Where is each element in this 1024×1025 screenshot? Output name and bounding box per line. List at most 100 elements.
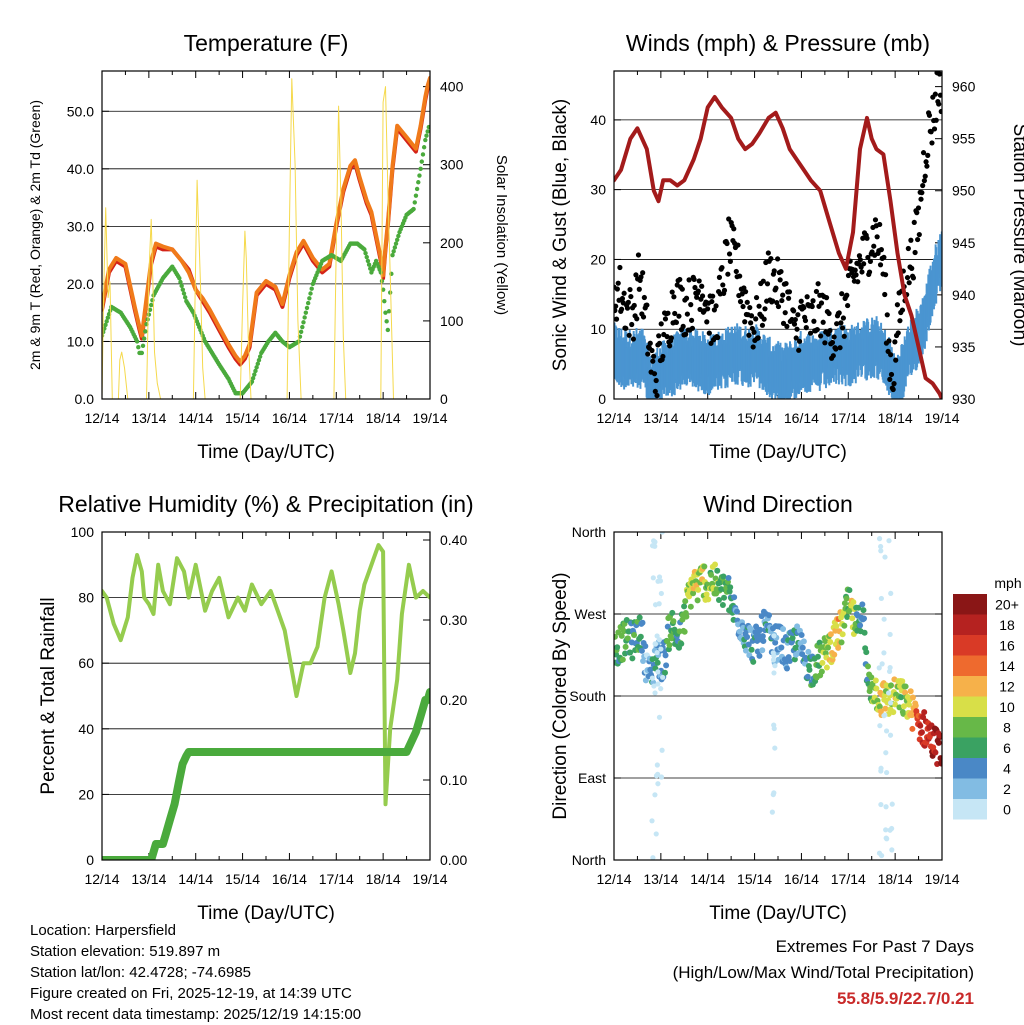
direction-point — [708, 571, 715, 578]
direction-point — [725, 574, 732, 581]
direction-point — [624, 635, 631, 642]
direction-point — [902, 689, 909, 696]
direction-point — [888, 682, 895, 689]
gust-point — [890, 386, 896, 393]
direction-point — [886, 668, 893, 675]
dewpoint-point — [250, 375, 256, 381]
direction-point — [861, 629, 868, 636]
gust-point — [630, 336, 636, 342]
gust-point — [904, 274, 911, 281]
gust-point — [660, 353, 666, 360]
gust-point — [746, 332, 752, 338]
y2-tick-label: 930 — [952, 391, 976, 407]
gust-point — [617, 264, 623, 271]
x-tick-label: 12/14 — [596, 410, 631, 426]
direction-point — [814, 653, 821, 660]
gust-point — [895, 330, 901, 336]
direction-point — [647, 666, 654, 673]
gust-point — [822, 340, 828, 346]
figure-created: Figure created on Fri, 2025-12-19, at 14… — [30, 985, 352, 1002]
gust-point — [891, 380, 897, 387]
direction-point — [846, 587, 853, 594]
direction-point — [705, 596, 712, 603]
direction-point — [766, 612, 773, 619]
gust-point — [737, 273, 743, 279]
gust-point — [735, 242, 741, 248]
direction-point — [878, 768, 884, 774]
gust-point — [921, 178, 927, 184]
gust-point — [686, 277, 692, 283]
direction-point — [876, 665, 882, 671]
direction-point — [882, 554, 888, 560]
x-tick-label: 19/14 — [412, 410, 447, 426]
gust-point — [688, 317, 695, 323]
gust-point — [833, 346, 839, 352]
direction-point — [638, 647, 645, 654]
direction-point — [806, 666, 813, 673]
dewpoint-point — [378, 270, 383, 275]
y-tick-label: 30.0 — [67, 218, 94, 234]
direction-point — [744, 634, 751, 641]
direction-point — [759, 633, 766, 640]
direction-point — [756, 652, 763, 659]
y-tick-label: 30 — [590, 182, 606, 198]
gust-point — [636, 286, 642, 292]
direction-point — [654, 633, 660, 639]
gust-point — [922, 173, 928, 179]
x-tick-label: 15/14 — [737, 871, 772, 887]
gust-point — [614, 286, 620, 292]
dewpoint-point — [257, 354, 263, 359]
gust-point — [914, 210, 920, 216]
direction-point — [742, 647, 749, 654]
direction-point — [627, 649, 634, 656]
gust-point — [709, 298, 715, 305]
gust-point — [887, 376, 893, 382]
dewpoint-point — [300, 324, 305, 330]
direction-point — [658, 590, 664, 597]
series-9m-t — [102, 75, 430, 364]
dewpoint-point — [301, 320, 306, 325]
colorbar-swatch — [953, 778, 987, 799]
direction-point — [841, 622, 848, 629]
gust-point — [676, 313, 682, 319]
y-tick-label: 80 — [78, 590, 94, 606]
gust-point — [785, 295, 792, 301]
direction-point — [720, 573, 727, 580]
gust-point — [802, 317, 809, 324]
x-axis-label: Time (Day/UTC) — [197, 442, 335, 463]
direction-point — [695, 586, 702, 593]
x-tick-label: 18/14 — [366, 871, 401, 887]
gust-point — [820, 319, 826, 325]
gust-point — [614, 303, 619, 309]
gust-point — [881, 254, 887, 260]
direction-point — [932, 749, 939, 756]
direction-point — [859, 601, 866, 608]
direction-point — [860, 607, 867, 614]
direction-point — [843, 595, 850, 602]
dewpoint-point — [298, 329, 304, 335]
gust-point — [823, 295, 830, 301]
chart-title: Temperature (F) — [184, 30, 349, 56]
direction-point — [654, 659, 661, 666]
gust-point — [852, 267, 858, 273]
colorbar-title: mph — [994, 575, 1021, 591]
direction-point — [769, 809, 775, 815]
direction-point — [827, 639, 834, 646]
direction-point — [780, 625, 787, 632]
series-wind-direction — [614, 532, 942, 860]
gust-point — [829, 339, 836, 346]
gust-point — [839, 291, 845, 297]
gust-point — [619, 295, 626, 302]
direction-point — [770, 650, 776, 656]
gust-point — [688, 302, 694, 308]
direction-point — [920, 714, 927, 721]
gust-point — [814, 326, 820, 333]
gust-point — [720, 282, 726, 288]
y2-tick-label: 0.20 — [440, 692, 467, 708]
gust-point — [899, 307, 906, 313]
y-tick-label: 100 — [71, 524, 95, 540]
gust-point — [845, 272, 852, 279]
direction-point — [883, 750, 889, 756]
dewpoint-point — [383, 310, 388, 315]
direction-point — [844, 613, 851, 620]
